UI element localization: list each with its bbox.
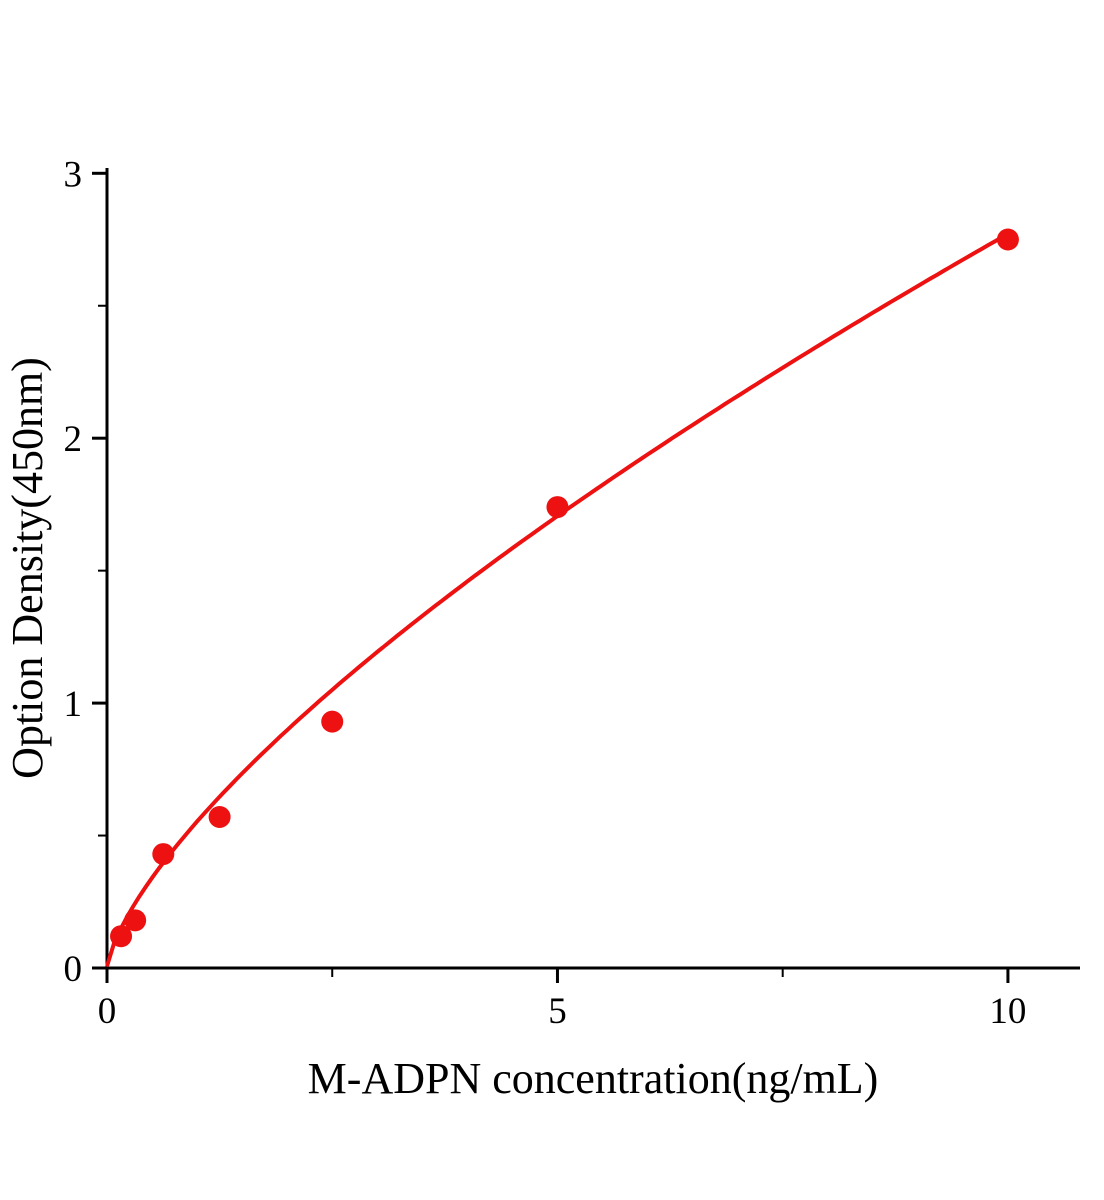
y-axis-title: Option Density(450nm) [3,357,52,779]
axes [105,168,1080,970]
data-point [152,843,175,866]
x-tick-label: 0 [98,991,117,1032]
y-tick-label: 1 [64,684,83,725]
data-point [546,496,569,519]
y-tick-label: 0 [64,949,83,990]
data-point [110,925,133,948]
y-tick-label: 2 [64,419,83,460]
fit-curve [105,231,1010,967]
x-tick-label: 5 [548,991,567,1032]
y-tick-label: 3 [64,154,83,195]
data-point [124,909,147,932]
plot-layer: 0 5 10 0 1 2 3 [64,154,1080,1032]
data-point [208,806,231,829]
data-point [996,228,1019,251]
x-tick-label: 10 [989,991,1026,1032]
data-point [321,710,344,733]
x-axis-title: M-ADPN concentration(ng/mL) [308,1054,879,1103]
